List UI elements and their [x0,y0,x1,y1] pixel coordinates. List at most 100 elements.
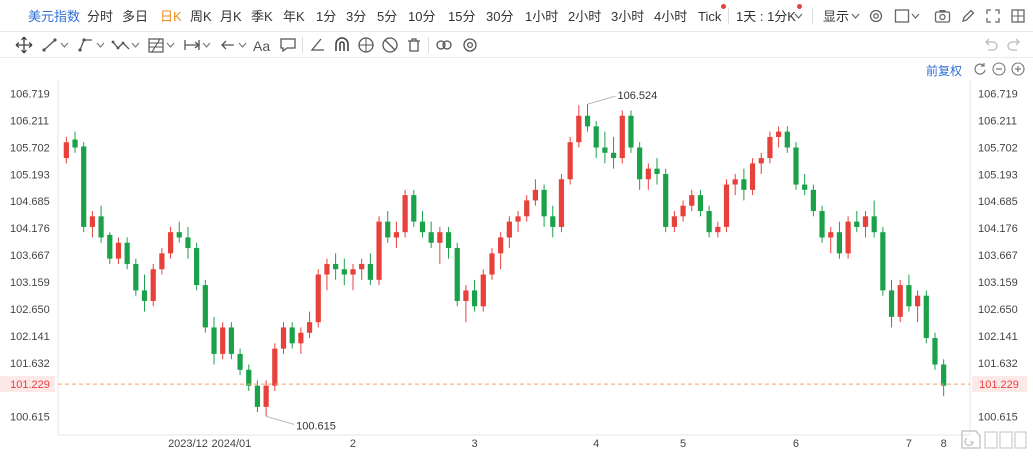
zoom-in-icon[interactable] [1011,62,1025,76]
angle-icon[interactable] [308,35,328,55]
lock-icon[interactable] [356,35,376,55]
candle-body [489,253,495,275]
line-icon[interactable] [40,35,60,55]
period-tab-intraday[interactable]: 分时 [87,9,114,24]
x-tick: 8 [941,438,947,450]
y-tick-right: 102.141 [978,331,1018,343]
y-tick-right: 105.193 [978,169,1018,181]
candle-body [584,115,591,127]
candle-body [914,295,921,307]
x-tick: 7 [906,438,912,450]
candle-body [72,139,78,148]
period-tab-4h[interactable]: 4小时 [654,9,688,24]
y-tick-right: 106.719 [978,89,1018,101]
move-icon[interactable] [14,35,34,55]
period-tab-15m[interactable]: 15分 [448,9,476,24]
x-tick: 4 [593,438,599,450]
candle-body [150,269,156,301]
y-tick-left: 103.667 [10,250,50,262]
chevron-down-icon[interactable] [96,35,106,55]
candle-body [350,269,356,275]
candle-body [741,179,747,190]
y-tick-right: 102.650 [978,304,1018,316]
fib-icon[interactable] [146,35,166,55]
split-view-icon[interactable] [1010,8,1026,24]
period-tab-1m[interactable]: 1分 [316,9,337,24]
chevron-down-icon[interactable] [166,35,176,55]
price-adjust-toggle[interactable]: 前复权 [926,64,963,78]
polyline-icon[interactable] [111,35,131,55]
candle-body [706,211,712,233]
chevron-down-icon[interactable] [238,35,248,55]
period-tab-3m[interactable]: 3分 [346,9,367,24]
candle-body [845,221,851,254]
y-tick-left: 105.193 [10,169,50,181]
pencil-icon[interactable] [960,8,976,24]
period-tab-daily[interactable]: 日K [160,9,182,24]
magnet-icon[interactable] [332,35,352,55]
candle-body [228,327,234,354]
period-tab-3h[interactable]: 3小时 [611,9,645,24]
candle-body [202,285,208,328]
settings-icon[interactable] [868,8,884,24]
period-tab-tick[interactable]: Tick [698,9,722,24]
period-tab-10m[interactable]: 10分 [408,9,436,24]
candlestick-chart[interactable]: 106.719 106.211 105.702 105.193 104.685 104.1… [0,58,1033,456]
period-tab-multiday[interactable]: 多日 [122,9,149,24]
candle-body [628,115,634,148]
period-tab-2h[interactable]: 2小时 [568,9,602,24]
link-icon[interactable] [434,35,454,55]
period-tab-monthly[interactable]: 月K [220,9,242,24]
period-tab-yearly[interactable]: 年K [283,9,305,24]
indicator-box-icon[interactable] [894,8,910,24]
redo-icon[interactable] [1005,35,1025,55]
y-tick-right: 103.667 [978,250,1018,262]
x-tick: 2024/01 [211,438,251,450]
chevron-down-icon[interactable] [794,12,803,20]
symbol-title[interactable]: 美元指数 [28,9,81,24]
text-icon[interactable]: Aa [253,38,271,54]
camera-icon[interactable] [934,8,951,24]
low-annotation-leader [265,415,295,425]
candle-body [333,263,339,270]
candle-body [897,285,903,317]
hide-icon[interactable] [380,35,400,55]
ray-icon[interactable] [76,35,96,55]
candle-body [498,237,504,254]
high-annotation: 106.524 [618,90,658,102]
display-menu[interactable]: 显示 [823,9,850,24]
note-icon[interactable] [278,35,298,55]
y-tick-left: 105.702 [10,142,50,154]
delete-icon[interactable] [404,35,424,55]
custom-period-selector[interactable]: 1天 : 1分K [736,9,796,24]
refresh-icon[interactable] [973,62,987,76]
period-tab-weekly[interactable]: 周K [190,9,212,24]
y-tick-left: 102.650 [10,304,50,316]
chevron-down-icon[interactable] [202,35,212,55]
chevron-down-icon[interactable] [60,35,70,55]
period-bar: 美元指数 分时 多日 日K 周K 月K 季K 年K 1分 3分 5分 10分 1… [0,0,1033,32]
fullscreen-icon[interactable] [985,8,1001,24]
settings-icon[interactable] [460,35,480,55]
chevron-down-icon[interactable] [911,12,920,20]
brand-logo-watermark [961,430,1027,449]
candle-body [854,221,860,227]
measure-icon[interactable] [182,35,202,55]
y-tick-right: 103.159 [978,277,1018,289]
period-tab-5m[interactable]: 5分 [377,9,398,24]
candle-body [862,216,869,227]
chevron-down-icon[interactable] [131,35,141,55]
period-tab-quarterly[interactable]: 季K [251,9,273,24]
chevron-down-icon[interactable] [851,12,860,20]
period-tab-1h[interactable]: 1小时 [525,9,559,24]
y-tick-left: 104.176 [10,223,50,235]
arrow-icon[interactable] [218,35,238,55]
candle-body [567,142,573,180]
candle-body [749,163,756,190]
candle-body [906,285,912,307]
zoom-out-icon[interactable] [992,62,1006,76]
undo-icon[interactable] [980,35,1000,55]
candle-body [793,147,799,185]
candle-body [732,179,738,185]
period-tab-30m[interactable]: 30分 [486,9,514,24]
